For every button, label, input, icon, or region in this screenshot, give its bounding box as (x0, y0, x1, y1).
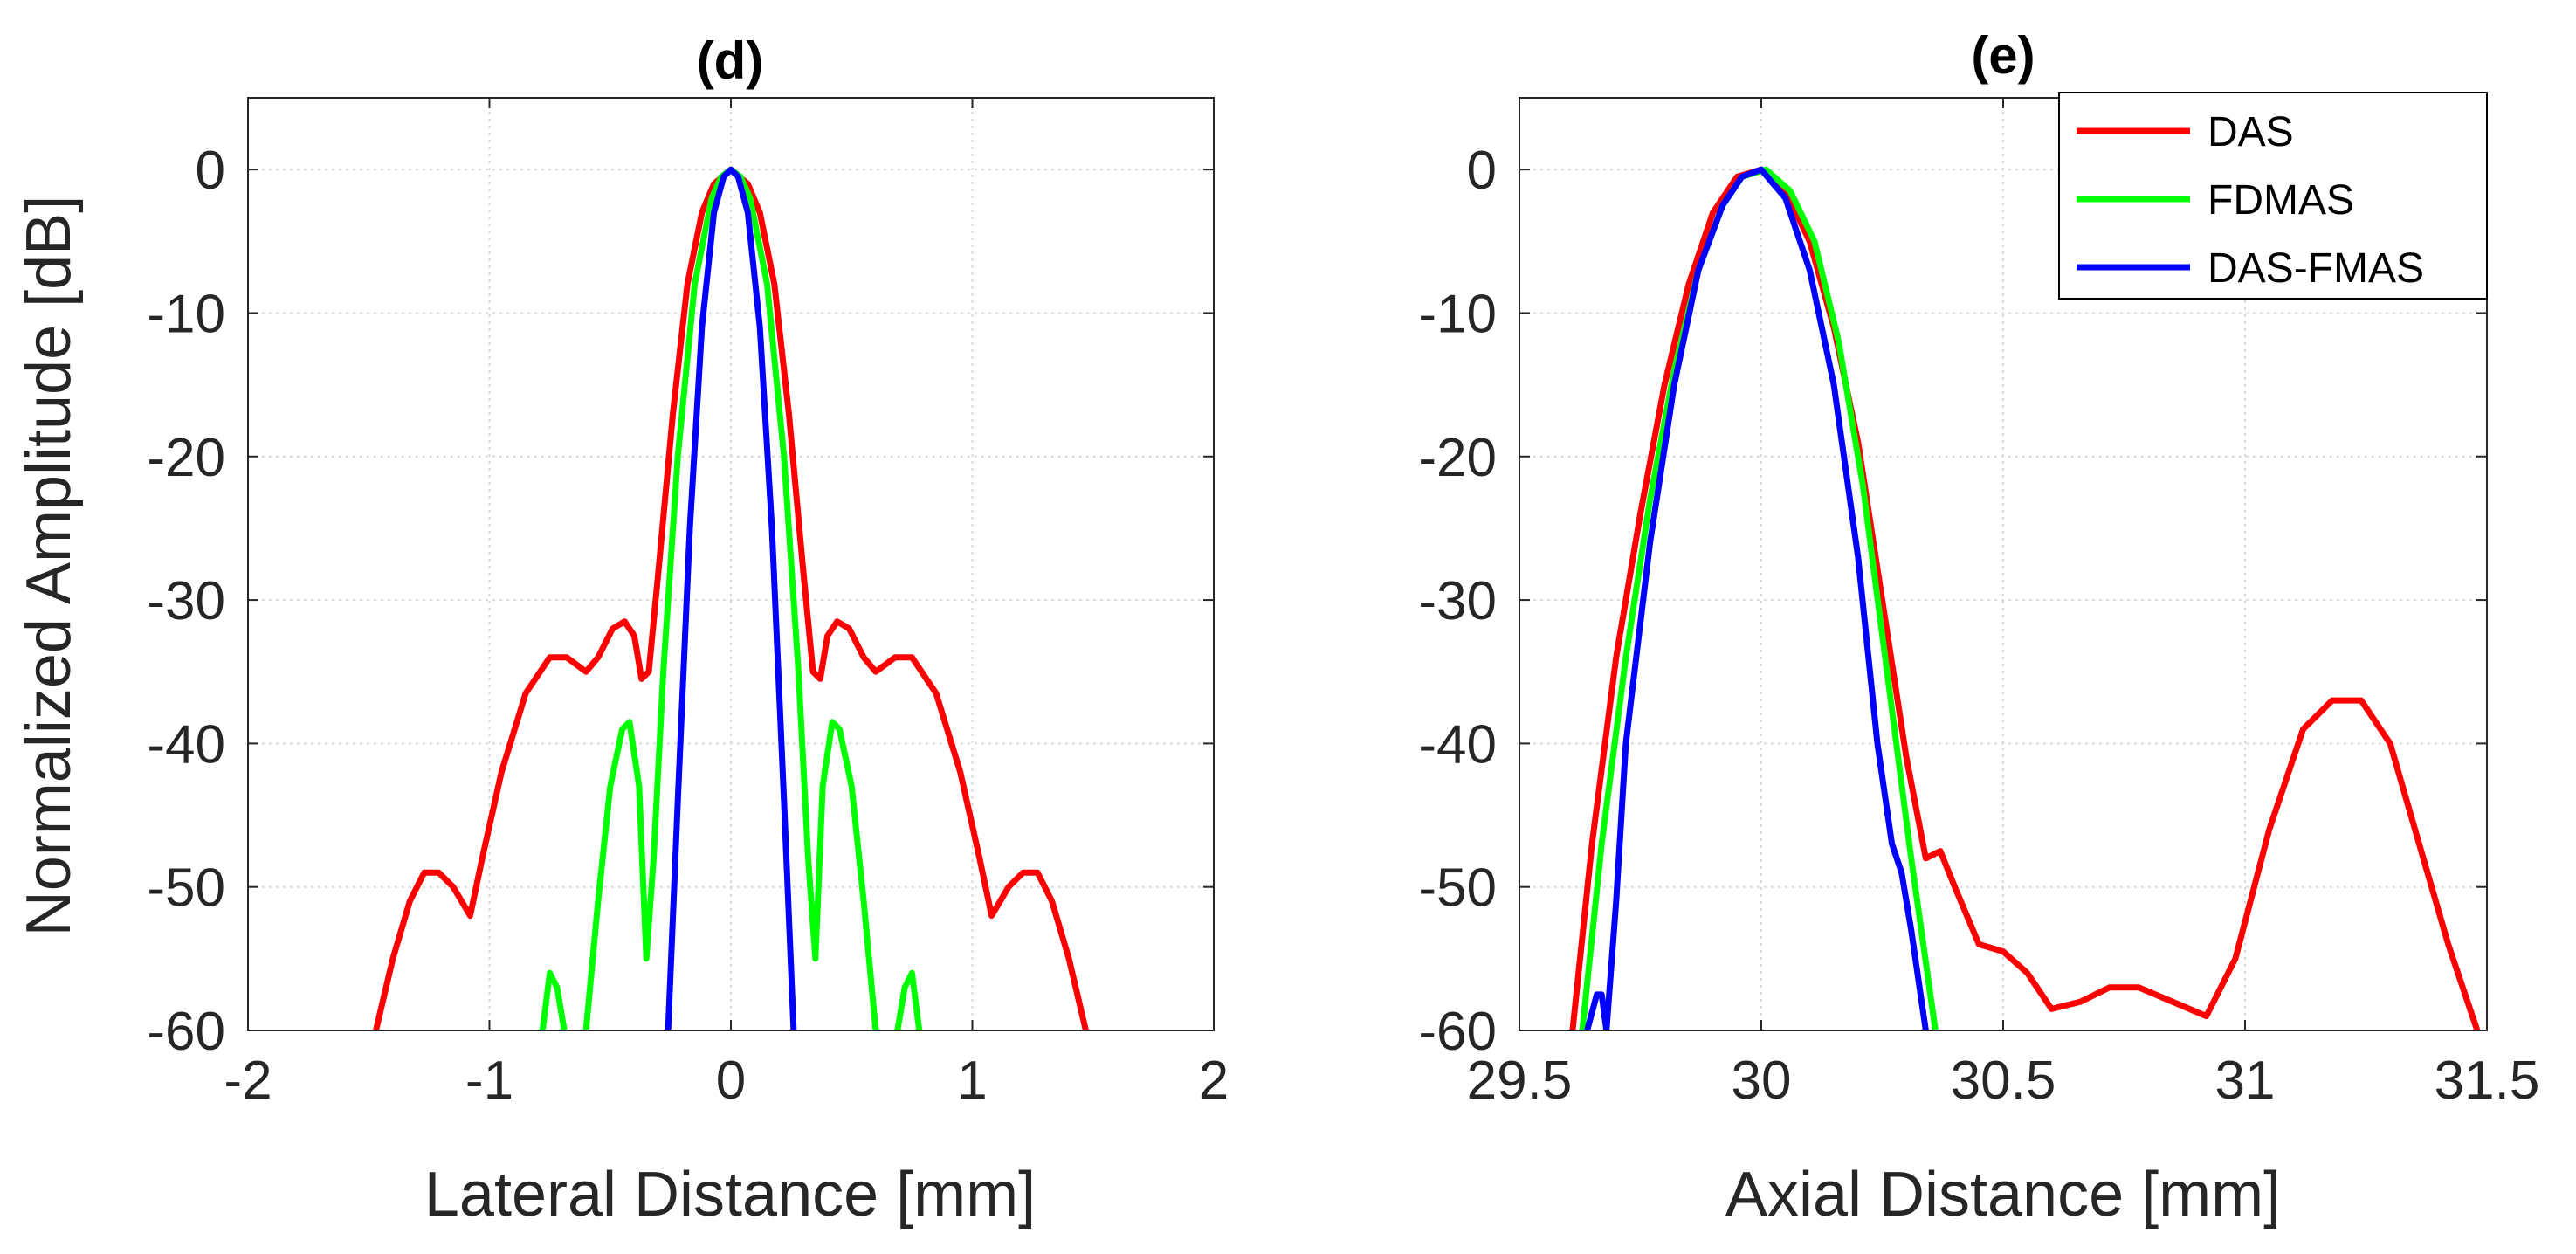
panel-e-y-tick-label: -20 (1418, 428, 1497, 488)
panel-e-x-tick-label: 30.5 (1951, 1051, 2056, 1111)
panel-e-y-tick-label: 0 (1467, 141, 1497, 201)
panel-e-series-das-fmas (1584, 166, 1929, 1030)
panel-d-x-axis-label: Lateral Distance [mm] (424, 1160, 1036, 1230)
legend-label-das-fmas: DAS-FMAS (2208, 245, 2424, 292)
panel-e-curves (1569, 166, 2481, 1030)
panel-e-y-tick-label: -30 (1418, 571, 1497, 631)
panel-d-series-fdmas (894, 969, 923, 1030)
legend-label-fdmas: FDMAS (2208, 177, 2354, 224)
panel-e-x-tick-label: 30 (1732, 1051, 1792, 1111)
panel-d-y-tick-label: -50 (147, 858, 225, 919)
legend-label-das: DAS (2208, 109, 2294, 155)
panel-e-y-tick-label: -10 (1418, 284, 1497, 344)
panel-e-x-axis-label: Axial Distance [mm] (1725, 1160, 2281, 1230)
panel-d-y-tick-label: 0 (196, 141, 225, 201)
panel-d-y-tick-label: -20 (147, 428, 225, 488)
panel-d-y-tick-label: -30 (147, 571, 225, 631)
panel-e-series-das (1569, 166, 2481, 1030)
panel-d-curves (373, 166, 1089, 1030)
panel-d-series-fdmas (539, 969, 568, 1030)
panel-d-x-tick-label: 0 (716, 1051, 746, 1111)
panel-d-y-tick-label: -10 (147, 284, 225, 344)
panel-e-x-tick-label: 29.5 (1467, 1051, 1573, 1111)
panel-d-y-axis-label: Normalized Amplitude [dB] (14, 196, 84, 936)
panel-d-x-tick-label: -2 (224, 1051, 272, 1111)
panel-e-y-tick-label: -50 (1418, 858, 1497, 919)
panel-e: 29.5 30 30.5 31 31.50-10-20-30-40-50-60 (e) … (1418, 26, 2539, 1230)
panel-d-title: (d) (697, 31, 764, 90)
panel-d: -2 -1 0 1 20-10-20-30-40-50-60 (d) Lateral D… (14, 31, 1229, 1230)
panel-d-x-tick-label: -1 (465, 1051, 513, 1111)
panel-d-y-tick-label: -40 (147, 714, 225, 775)
panel-d-plot-area: -2 -1 0 1 20-10-20-30-40-50-60 (147, 97, 1229, 1111)
panel-d-x-tick-label: 2 (1199, 1051, 1229, 1111)
legend: DAS FDMAS DAS-FMAS (2058, 92, 2488, 300)
panel-d-x-tick-label: 1 (957, 1051, 987, 1111)
panel-d-y-tick-label: -60 (147, 1002, 225, 1062)
panel-d-series-das-fmas (665, 166, 797, 1030)
panel-e-x-tick-label: 31.5 (2435, 1051, 2540, 1111)
panel-e-x-tick-label: 31 (2215, 1051, 2276, 1111)
panel-e-y-tick-label: -40 (1418, 714, 1497, 775)
panel-e-y-tick-label: -60 (1418, 1002, 1497, 1062)
panel-e-title: (e) (1971, 26, 2035, 85)
